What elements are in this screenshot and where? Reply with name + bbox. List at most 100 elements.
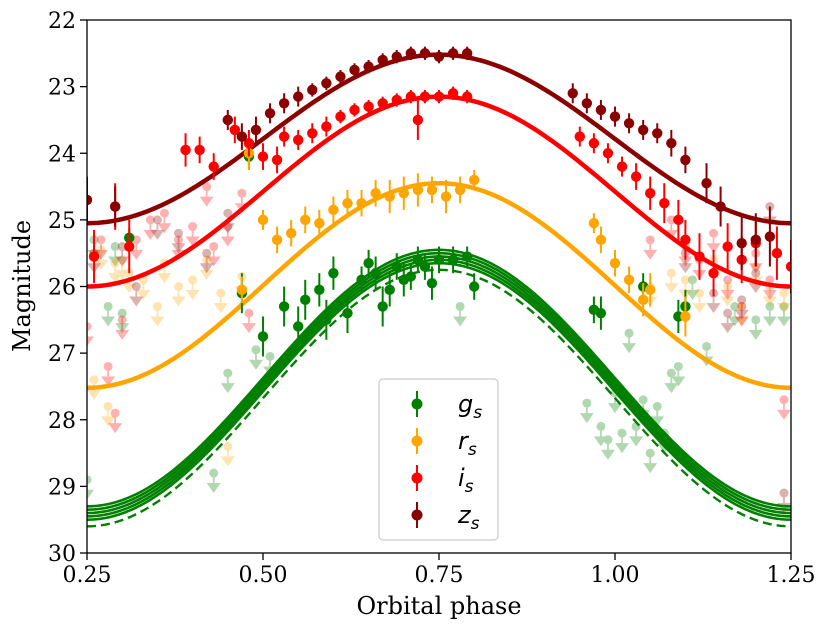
upper-limit-marker — [108, 242, 123, 267]
data-point — [645, 176, 656, 210]
legend-marker — [411, 472, 423, 484]
data-point — [440, 179, 452, 214]
upper-limit-marker — [143, 215, 158, 240]
data-point — [412, 99, 424, 140]
data-point — [469, 169, 480, 190]
upper-limit-marker — [241, 308, 256, 334]
data-point — [461, 246, 473, 267]
data-point — [321, 76, 332, 90]
data-point — [250, 116, 262, 144]
upper-limit-marker — [734, 301, 749, 327]
data-point — [391, 49, 402, 64]
data-point — [736, 216, 747, 270]
data-point — [363, 99, 374, 114]
upper-limit-marker — [615, 428, 630, 454]
data-point — [588, 133, 600, 154]
data-point — [356, 189, 367, 217]
upper-limit-marker — [727, 301, 742, 327]
data-point — [257, 143, 269, 170]
upper-limit-marker — [643, 448, 658, 474]
data-point — [257, 209, 269, 230]
data-point — [88, 229, 100, 284]
upper-limit-marker — [87, 321, 94, 347]
data-point — [680, 219, 691, 260]
data-point — [293, 306, 304, 347]
data-point — [715, 186, 726, 227]
upper-limit-marker — [199, 248, 214, 274]
upper-limit-marker — [664, 268, 679, 294]
data-point — [574, 126, 585, 147]
data-point — [222, 109, 233, 130]
x-tick-label: 0.25 — [63, 563, 112, 588]
data-point — [384, 179, 395, 214]
upper-limit-marker — [734, 295, 749, 320]
data-point — [293, 86, 304, 107]
data-point — [314, 273, 325, 307]
y-tick-label: 30 — [48, 542, 76, 567]
data-point — [363, 249, 374, 277]
data-point — [307, 83, 318, 97]
data-point — [581, 93, 593, 114]
upper-limit-marker — [129, 282, 144, 307]
upper-limit-marker — [720, 308, 735, 334]
upper-limit-marker — [643, 235, 658, 260]
data-point — [785, 239, 791, 294]
data-point — [236, 123, 248, 150]
data-point — [208, 153, 219, 180]
data-point — [595, 226, 607, 254]
data-point — [680, 146, 691, 174]
x-axis-label: Orbital phase — [356, 592, 521, 620]
data-point — [764, 206, 776, 267]
upper-limit-marker — [600, 435, 615, 460]
upper-limit-marker — [94, 235, 109, 260]
data-point — [300, 206, 311, 234]
data-point — [342, 189, 353, 217]
data-point — [433, 49, 445, 64]
upper-limit-marker — [776, 395, 791, 420]
upper-limit-marker — [692, 288, 707, 314]
data-point — [567, 83, 578, 104]
upper-limit-marker — [776, 288, 791, 314]
data-point — [356, 266, 367, 294]
upper-limits-g-s — [87, 235, 791, 500]
data-point — [637, 119, 649, 140]
upper-limit-marker — [115, 308, 130, 334]
upper-limit-marker — [579, 398, 594, 424]
data-point — [377, 286, 388, 327]
upper-limit-marker — [720, 275, 735, 300]
data-point — [708, 249, 719, 297]
data-point — [637, 283, 649, 317]
data-point — [419, 253, 431, 280]
data-point — [300, 279, 311, 320]
upper-limit-marker — [685, 275, 700, 300]
y-tick-label: 27 — [48, 342, 76, 367]
data-point — [666, 129, 677, 157]
data-point — [243, 129, 255, 157]
x-tick-label: 1.25 — [767, 563, 816, 588]
data-point — [391, 93, 402, 107]
data-point — [180, 133, 191, 167]
data-point — [694, 233, 705, 280]
upper-limit-marker — [734, 301, 749, 327]
upper-limit-marker — [220, 368, 235, 394]
data-point — [278, 93, 290, 114]
data-point — [321, 299, 332, 340]
upper-limit-marker — [108, 408, 123, 434]
data-point — [363, 59, 374, 74]
y-tick-label: 22 — [48, 9, 76, 34]
data-point — [461, 89, 473, 104]
data-point — [623, 113, 635, 134]
data-point — [124, 219, 135, 274]
upper-limit-marker — [108, 258, 123, 284]
data-point — [398, 176, 409, 210]
data-point — [271, 226, 283, 254]
data-point — [335, 69, 346, 84]
detections-z-s — [87, 46, 776, 270]
data-point — [405, 263, 417, 290]
data-point — [426, 266, 438, 300]
data-point — [701, 163, 712, 204]
data-point — [328, 256, 339, 290]
data-point — [384, 273, 395, 307]
